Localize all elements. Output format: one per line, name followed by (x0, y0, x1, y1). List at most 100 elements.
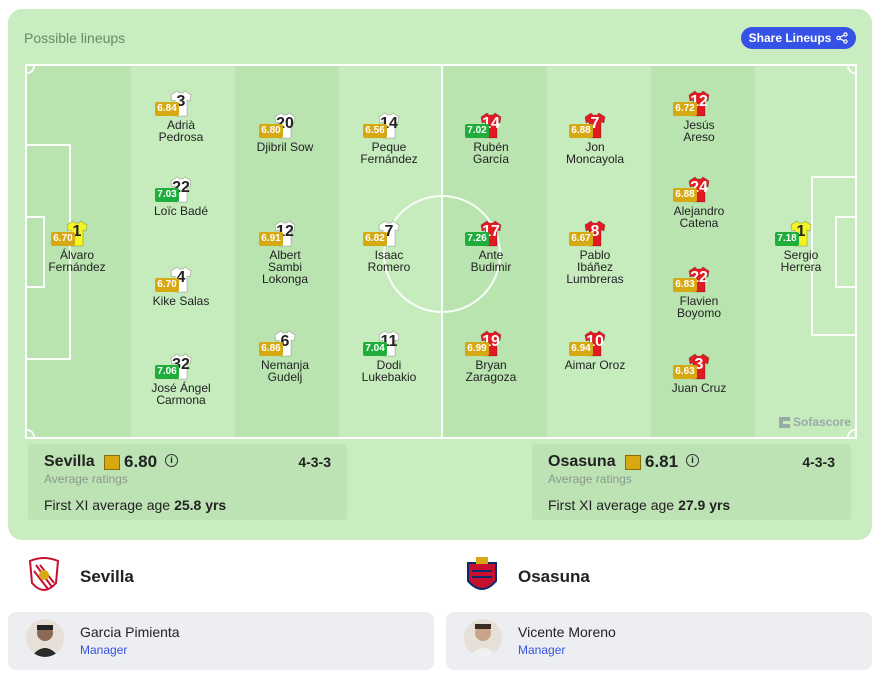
home-player-2[interactable]: 3 6.84 Adrià Pedrosa (131, 89, 231, 143)
home-stats-panel: Sevilla 6.80 i Average ratings 4-3-3 Fir… (28, 444, 347, 520)
away-goal-box (835, 216, 855, 288)
home-team-header[interactable]: Sevilla (26, 555, 134, 599)
away-info-icon[interactable]: i (686, 454, 699, 467)
person-avatar-icon (31, 625, 59, 657)
home-age: First XI average age 25.8 yrs (44, 497, 226, 513)
home-player-5[interactable]: 32 7.06 José Ángel Carmona (131, 352, 231, 406)
home-rating-badge (104, 455, 120, 470)
player-name: Nemanja Gudelj (260, 358, 310, 384)
player-name: Rubén García (472, 140, 509, 166)
away-manager-avatar (464, 619, 502, 657)
sofascore-watermark: Sofascore (779, 415, 851, 429)
away-player-9[interactable]: 22 6.83 Flavien Boyomo (649, 265, 749, 319)
jersey-icon: 7 6.82 (363, 219, 401, 247)
person-avatar-icon (469, 624, 497, 657)
away-formation: 4-3-3 (802, 454, 835, 470)
away-player-3[interactable]: 19 6.99 Bryan Zaragoza (441, 329, 541, 383)
jersey-icon: 14 6.56 (363, 111, 401, 139)
away-player-6[interactable]: 10 6.94 Aimar Oroz (545, 329, 645, 371)
player-name: Dodi Lukebakio (361, 358, 417, 384)
jersey-icon: 24 6.88 (673, 175, 711, 203)
away-player-10[interactable]: 3 6.63 Juan Cruz (649, 352, 749, 394)
player-rating-badge: 6.63 (673, 365, 697, 379)
jersey-icon: 12 6.72 (673, 89, 711, 117)
jersey-icon: 20 6.80 (259, 111, 297, 139)
player-rating-badge: 6.99 (465, 342, 489, 356)
away-rating-badge (625, 455, 641, 470)
jersey-icon: 8 6.67 (569, 219, 607, 247)
home-age-value: 25.8 yrs (174, 497, 227, 513)
home-stats-team-name: Sevilla (44, 453, 95, 470)
away-manager-role: Manager (518, 643, 566, 657)
player-rating-badge: 7.02 (465, 124, 489, 138)
center-circle (383, 195, 501, 313)
away-age-label: First XI average age (548, 497, 675, 513)
home-player-1[interactable]: 1 6.70 Álvaro Fernández (27, 219, 127, 273)
player-number: 3 (694, 356, 704, 373)
away-player-1[interactable]: 14 7.02 Rubén García (441, 111, 541, 165)
player-rating-badge: 7.26 (465, 232, 489, 246)
home-formation: 4-3-3 (298, 454, 331, 470)
home-player-6[interactable]: 20 6.80 Djibril Sow (235, 111, 335, 153)
home-avg-label: Average ratings (44, 472, 128, 486)
home-player-3[interactable]: 22 7.03 Loïc Badé (131, 175, 231, 217)
away-avg-label: Average ratings (548, 472, 632, 486)
player-number: 1 (796, 223, 806, 240)
share-lineups-label: Share Lineups (748, 31, 832, 45)
away-team-header[interactable]: Osasuna (464, 555, 590, 599)
away-player-7[interactable]: 12 6.72 Jesús Areso (649, 89, 749, 143)
home-player-8[interactable]: 6 6.86 Nemanja Gudelj (235, 329, 335, 383)
home-player-11[interactable]: 11 7.04 Dodi Lukebakio (339, 329, 439, 383)
player-number: 6 (280, 333, 290, 350)
player-name: Djibril Sow (256, 140, 314, 154)
home-player-9[interactable]: 14 6.56 Peque Fernández (339, 111, 439, 165)
player-rating-badge: 7.03 (155, 188, 179, 202)
jersey-icon: 22 6.83 (673, 265, 711, 293)
away-player-2[interactable]: 17 7.26 Ante Budimir (441, 219, 541, 273)
player-rating-badge: 6.83 (673, 278, 697, 292)
home-player-7[interactable]: 12 6.91 Albert Sambi Lokonga (235, 219, 335, 285)
player-number: 1 (72, 223, 82, 240)
away-manager-card[interactable]: Vicente Moreno Manager (446, 612, 872, 670)
player-rating-badge: 6.80 (259, 124, 283, 138)
player-rating-badge: 6.84 (155, 102, 179, 116)
home-player-4[interactable]: 4 6.70 Kike Salas (131, 265, 231, 307)
home-avg-rating: 6.80 (124, 452, 158, 471)
away-player-4[interactable]: 7 6.88 Jon Moncayola (545, 111, 645, 165)
player-rating-badge: 6.86 (259, 342, 283, 356)
player-name: Adrià Pedrosa (158, 118, 204, 144)
player-name: Sergio Herrera (780, 248, 822, 274)
player-name: Loïc Badé (153, 204, 209, 218)
jersey-icon: 7 6.88 (569, 111, 607, 139)
home-goal-box (27, 216, 45, 288)
player-rating-badge: 6.88 (569, 124, 593, 138)
jersey-icon: 19 6.99 (465, 329, 503, 357)
player-name: Kike Salas (152, 294, 210, 308)
home-age-label: First XI average age (44, 497, 171, 513)
home-info-icon[interactable]: i (165, 454, 178, 467)
away-player-5[interactable]: 8 6.67 Pablo Ibáñez Lumbreras (545, 219, 645, 285)
player-name: Juan Cruz (671, 381, 727, 395)
corner-br (847, 429, 855, 437)
away-player-11[interactable]: 1 7.18 Sergio Herrera (751, 219, 851, 273)
jersey-icon: 3 6.84 (155, 89, 193, 117)
player-rating-badge: 6.91 (259, 232, 283, 246)
sevilla-crest-icon (28, 557, 60, 591)
player-number: 7 (384, 223, 394, 240)
home-team-name: Sevilla (80, 567, 134, 586)
home-manager-card[interactable]: Garcia Pimienta Manager (8, 612, 434, 670)
player-name: José Ángel Carmona (151, 381, 211, 407)
player-rating-badge: 7.04 (363, 342, 387, 356)
jersey-icon: 14 7.02 (465, 111, 503, 139)
player-rating-badge: 6.56 (363, 124, 387, 138)
player-rating-badge: 6.94 (569, 342, 593, 356)
corner-tl (27, 66, 35, 74)
away-avg-rating: 6.81 (645, 452, 679, 471)
away-player-8[interactable]: 24 6.88 Alejandro Catena (649, 175, 749, 229)
player-name: Aimar Oroz (564, 358, 626, 372)
player-rating-badge: 6.70 (51, 232, 75, 246)
player-number: 4 (176, 269, 186, 286)
share-lineups-button[interactable]: Share Lineups (741, 27, 856, 49)
player-rating-badge: 6.82 (363, 232, 387, 246)
home-player-10[interactable]: 7 6.82 Isaac Romero (339, 219, 439, 273)
